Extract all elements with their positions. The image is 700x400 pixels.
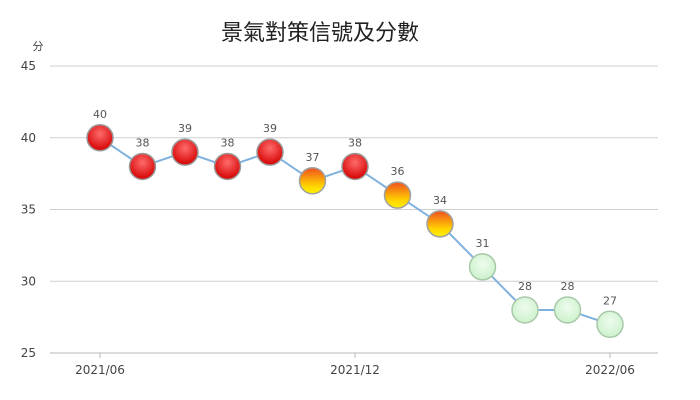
data-point-red — [86, 124, 114, 152]
x-tick-label: 2022/06 — [585, 363, 635, 377]
data-point-red — [256, 138, 284, 166]
x-tick-label: 2021/06 — [75, 363, 125, 377]
x-tick-label: 2021/12 — [330, 363, 380, 377]
label-layer: 40 38 39 38 39 37 38 36 34 31 28 28 27 — [93, 108, 617, 308]
grid-layer — [50, 65, 658, 354]
data-point-red — [213, 152, 242, 181]
data-point-yellow-red — [383, 181, 412, 209]
data-label: 38 — [348, 136, 362, 149]
data-label: 28 — [518, 280, 532, 293]
y-axis-unit: 分 — [33, 40, 44, 53]
y-tick-label: 40 — [21, 131, 36, 145]
data-point-green — [596, 310, 624, 339]
data-label: 39 — [263, 122, 277, 135]
axis-layer: 25 30 35 40 45 2021/06 2021/12 2022/06 — [21, 59, 635, 377]
data-label: 36 — [391, 165, 405, 178]
y-tick-label: 45 — [21, 59, 36, 73]
data-label: 27 — [603, 294, 617, 307]
data-point-green — [468, 253, 497, 281]
data-point-yellow-red — [298, 167, 327, 195]
data-point-red — [341, 152, 369, 181]
data-label: 34 — [433, 194, 447, 207]
data-point-yellow-red — [426, 210, 454, 238]
data-label: 31 — [476, 237, 490, 250]
data-label: 38 — [221, 136, 235, 149]
point-layer — [86, 124, 624, 339]
data-label: 39 — [178, 122, 192, 135]
chart-title: 景氣對策信號及分數 — [221, 21, 419, 46]
data-label: 38 — [136, 136, 150, 149]
y-tick-label: 30 — [21, 274, 36, 288]
data-label: 28 — [561, 280, 575, 293]
data-point-green — [553, 296, 582, 324]
y-tick-label: 25 — [21, 346, 36, 360]
data-label: 37 — [306, 151, 320, 164]
y-tick-label: 35 — [21, 203, 36, 217]
data-point-red — [128, 152, 157, 181]
data-point-green — [511, 296, 539, 324]
data-label: 40 — [93, 108, 107, 121]
data-point-red — [171, 138, 199, 166]
